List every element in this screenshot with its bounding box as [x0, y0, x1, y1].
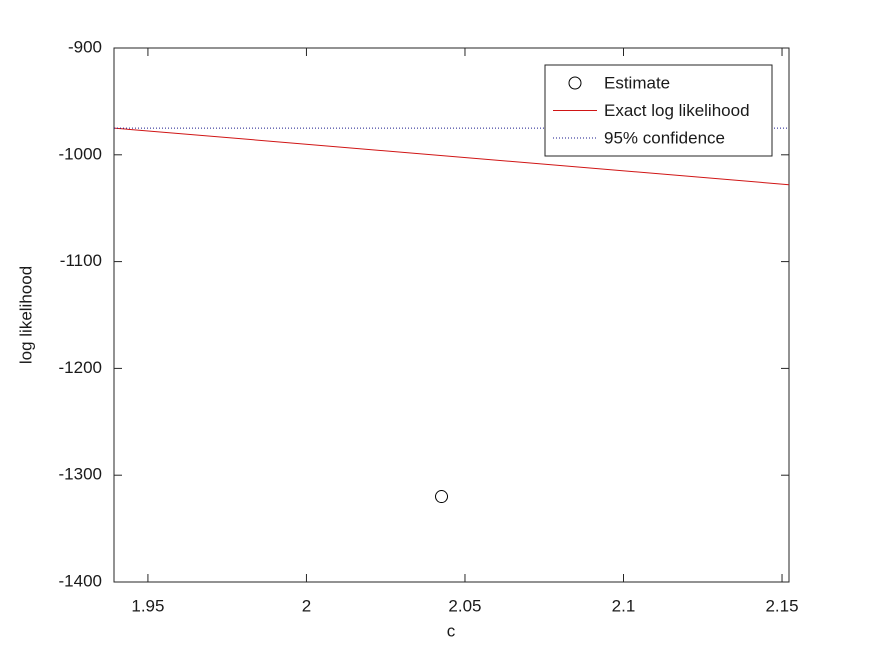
- x-tick-label: 2.15: [765, 596, 798, 615]
- legend-label: Exact log likelihood: [604, 101, 750, 120]
- x-tick-label: 2: [302, 596, 311, 615]
- x-axis-label: c: [447, 621, 456, 640]
- y-axis-label: log likelihood: [16, 266, 35, 364]
- legend-label: 95% confidence: [604, 128, 725, 147]
- x-tick-label: 2.05: [448, 596, 481, 615]
- legend-symbol: [568, 76, 582, 90]
- x-tick-label: 2.1: [612, 596, 636, 615]
- y-tick-label: -1400: [59, 571, 102, 590]
- x-tick-label: 1.95: [131, 596, 164, 615]
- y-tick-label: -900: [68, 37, 102, 56]
- plot-frame: [113, 47, 790, 583]
- y-tick-label: -1300: [59, 465, 102, 484]
- y-tick-label: -1100: [60, 251, 102, 270]
- legend-label: Estimate: [604, 73, 670, 92]
- estimate-marker: [435, 490, 449, 504]
- y-tick-label: -1200: [59, 358, 102, 377]
- y-tick-label: -1000: [59, 144, 102, 163]
- series-line: [113, 127, 790, 186]
